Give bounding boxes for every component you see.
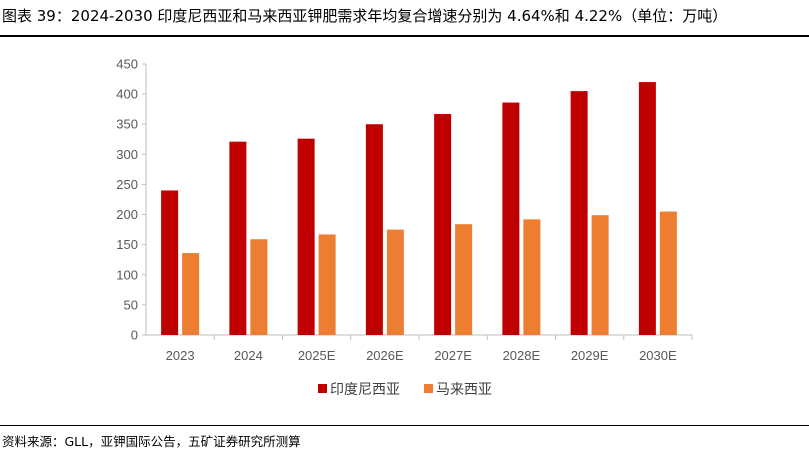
y-tick-label: 0	[131, 328, 138, 343]
x-tick-label: 2028E	[503, 348, 541, 363]
bottom-rule	[0, 425, 809, 426]
chart-axes	[145, 64, 692, 336]
y-tick-label: 200	[116, 207, 138, 222]
legend-swatch	[424, 384, 433, 393]
y-tick-label: 250	[116, 177, 138, 192]
bar	[502, 102, 520, 335]
top-rule	[0, 35, 809, 37]
y-tick-label: 400	[116, 87, 138, 102]
bar	[523, 219, 541, 335]
source-note: 资料来源：GLL，亚钾国际公告，五矿证券研究所测算	[2, 434, 301, 449]
bar	[365, 124, 383, 335]
x-tick-label: 2026E	[366, 348, 404, 363]
bar	[297, 138, 315, 335]
y-tick-label: 350	[116, 117, 138, 132]
bar	[386, 229, 404, 335]
x-tick-label: 2023	[166, 348, 195, 363]
y-tick-label: 150	[116, 237, 138, 252]
bar	[161, 190, 179, 335]
bar	[570, 91, 588, 335]
legend-label: 印度尼西亚	[330, 382, 400, 398]
x-axis-ticks: 2023 2024 2025E 2026E 2027E 2028E 2029E 2030E	[166, 335, 693, 363]
x-tick-label: 2025E	[298, 348, 336, 363]
bar	[250, 239, 268, 335]
bar	[659, 211, 677, 335]
y-tick-label: 100	[116, 267, 138, 282]
x-tick-label: 2027E	[434, 348, 472, 363]
bar-series	[161, 82, 677, 336]
bar	[638, 82, 656, 335]
bar	[591, 215, 609, 335]
legend: 印度尼西亚 马来西亚	[318, 382, 492, 398]
legend-label: 马来西亚	[436, 382, 492, 398]
x-tick-label: 2030E	[639, 348, 677, 363]
x-tick-label: 2029E	[571, 348, 609, 363]
bar	[229, 141, 247, 335]
bar-chart: 0 50 100 150 200 250 300 350 400 450 2023 2024 2025…	[116, 57, 693, 398]
bar	[434, 113, 452, 336]
y-tick-label: 450	[116, 57, 138, 72]
y-tick-label: 50	[124, 297, 138, 312]
y-axis-ticks: 0 50 100 150 200 250 300 350 400 450	[116, 57, 146, 343]
y-tick-label: 300	[116, 147, 138, 162]
bar	[182, 253, 200, 335]
bar	[318, 234, 336, 335]
legend-swatch	[318, 384, 327, 393]
bar	[455, 224, 473, 335]
x-tick-label: 2024	[234, 348, 263, 363]
chart-title: 图表 39：2024-2030 印度尼西亚和马来西亚钾肥需求年均复合增速分别为 …	[2, 7, 728, 25]
